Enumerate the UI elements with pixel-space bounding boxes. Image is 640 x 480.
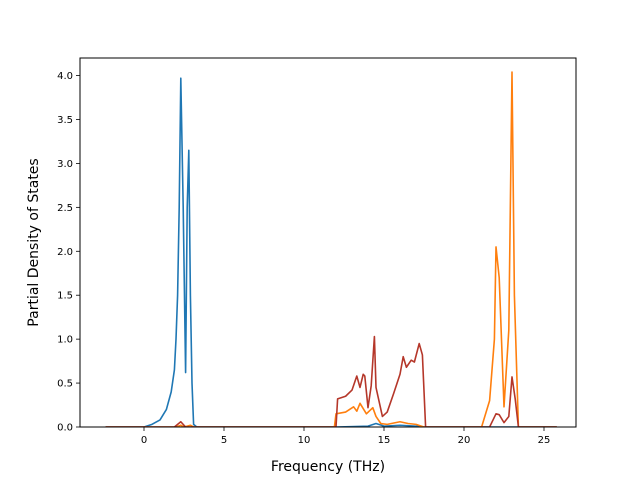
x-tick-label: 20	[458, 435, 471, 446]
series-line-3	[105, 335, 557, 427]
x-tick-label: 5	[221, 435, 227, 446]
x-axis-title: Frequency (THz)	[271, 459, 385, 475]
series-layer	[105, 71, 557, 427]
x-tick-label: 15	[378, 435, 391, 446]
y-tick-label: 2.5	[57, 203, 73, 214]
plot-frame	[79, 57, 577, 428]
y-tick-label: 4.0	[57, 71, 73, 82]
x-tick-label: 25	[538, 435, 551, 446]
y-tick-label: 3.5	[57, 115, 73, 126]
y-axis: 0.0 0.5 1.0 1.5 2.0 2.5 3.0 3.5 4.0	[57, 71, 80, 434]
series-line-1	[105, 77, 557, 427]
series-line-2	[105, 71, 557, 427]
y-tick-label: 0.0	[57, 423, 73, 434]
y-tick-label: 2.0	[57, 247, 73, 258]
y-tick-label: 1.5	[57, 291, 73, 302]
x-tick-label: 10	[298, 435, 311, 446]
y-tick-label: 0.5	[57, 379, 73, 390]
x-axis: 0 5 10 15 20 25	[141, 427, 551, 446]
y-tick-label: 1.0	[57, 335, 73, 346]
y-axis-title: Partial Density of States	[26, 158, 42, 326]
y-tick-label: 3.0	[57, 159, 73, 170]
x-tick-label: 0	[141, 435, 147, 446]
